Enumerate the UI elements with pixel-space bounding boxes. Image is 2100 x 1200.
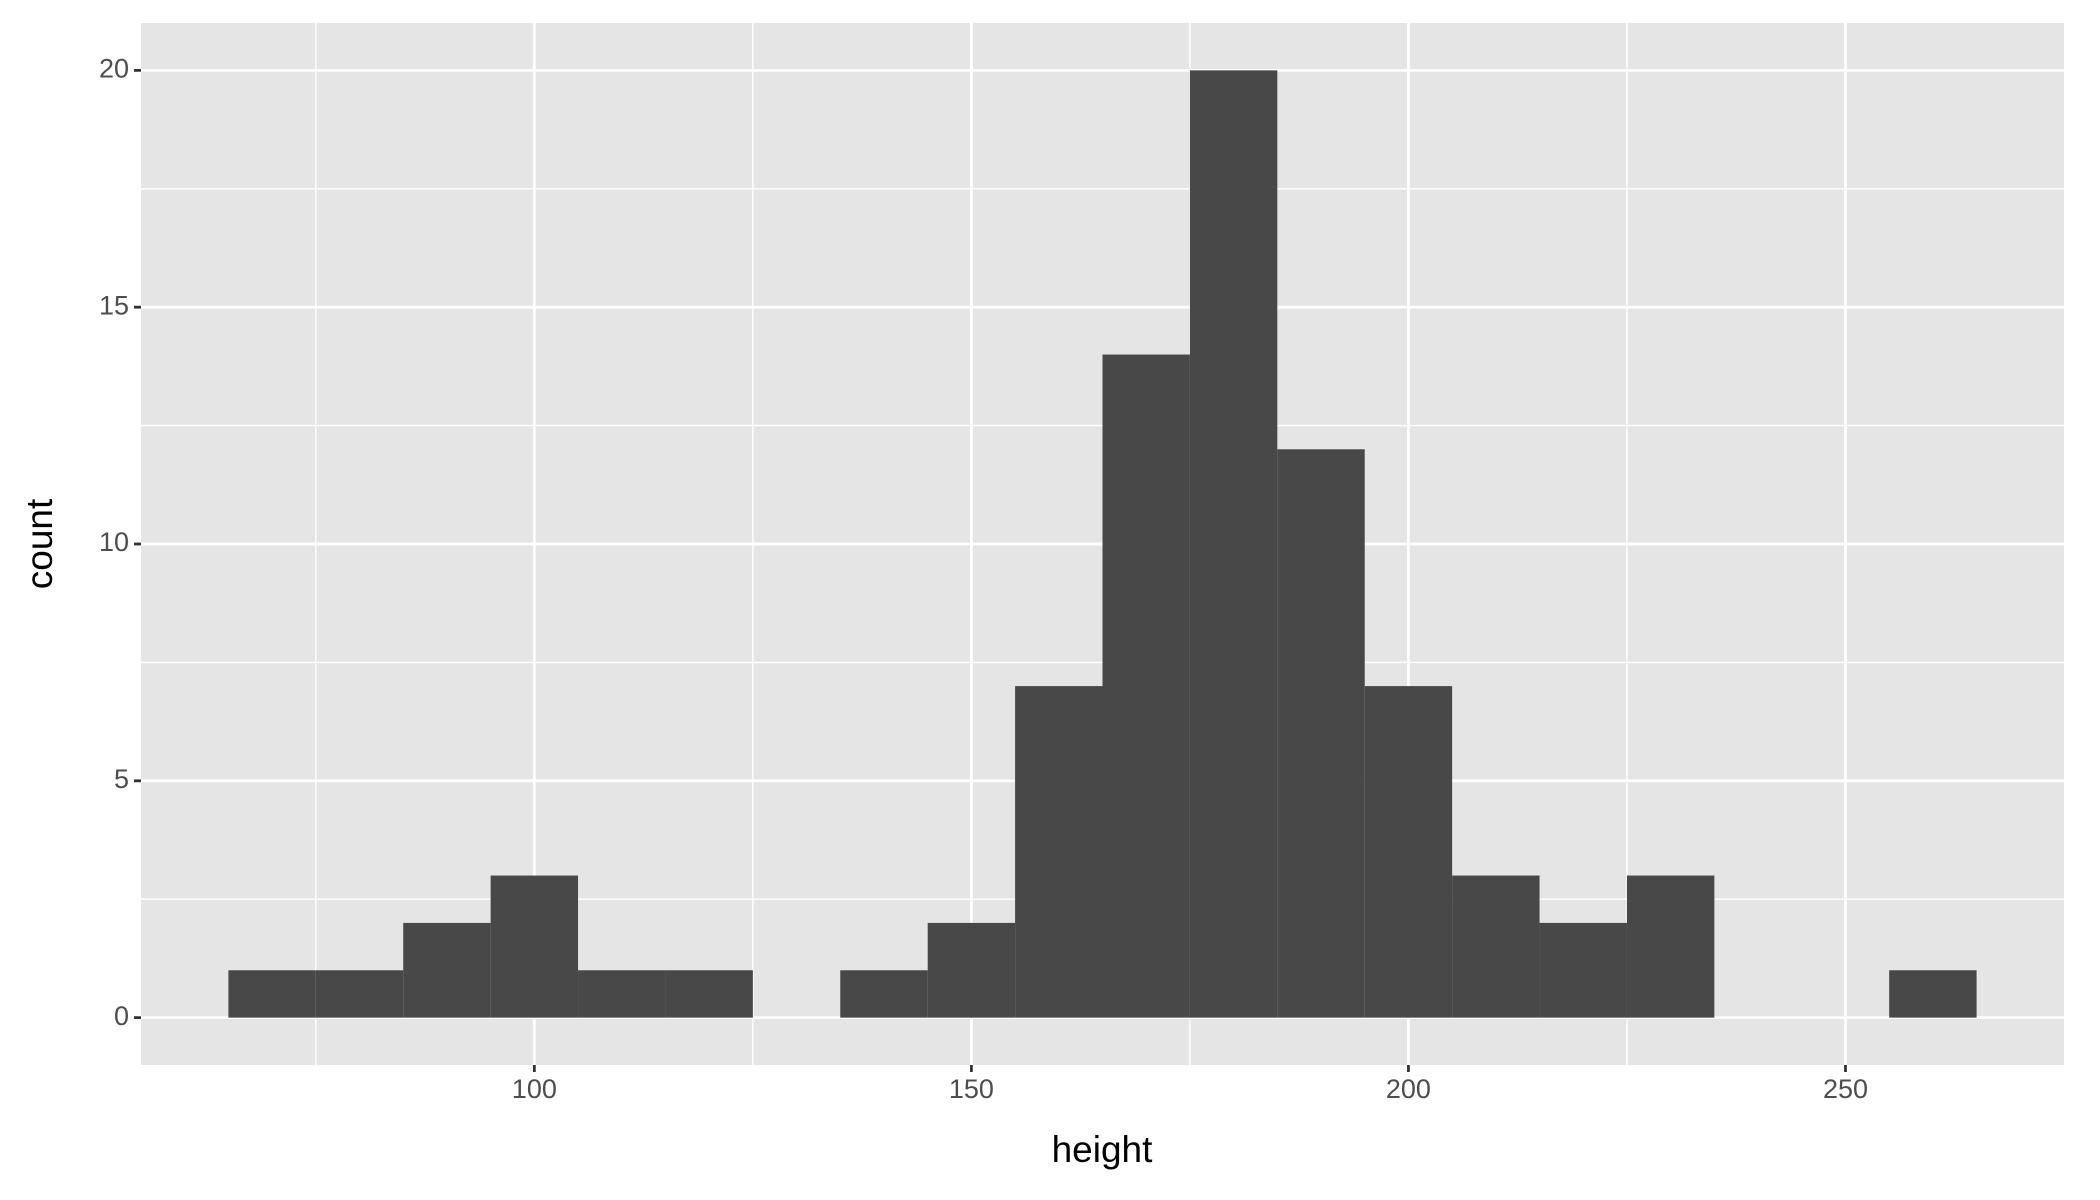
bar [1102, 354, 1190, 1018]
bar [927, 922, 1016, 1018]
bar [1889, 970, 1977, 1018]
bar [1539, 922, 1627, 1018]
bar [1189, 70, 1278, 1018]
x-tick-label: 250 [1823, 1074, 1868, 1104]
y-tick-label: 10 [99, 527, 129, 557]
y-axis-title: count [19, 498, 60, 589]
bar [315, 970, 404, 1018]
y-tick-label: 5 [114, 764, 129, 794]
bar [403, 922, 491, 1018]
bar [228, 970, 316, 1018]
x-tick-label: 150 [949, 1074, 994, 1104]
bar [840, 970, 928, 1018]
x-tick-label: 200 [1386, 1074, 1431, 1104]
bar [1015, 686, 1103, 1018]
y-tick-label: 15 [99, 290, 129, 320]
bar [665, 970, 753, 1018]
x-axis-title: height [1052, 1129, 1154, 1170]
bar [578, 970, 666, 1018]
bar [1277, 449, 1365, 1018]
y-tick-label: 20 [99, 53, 129, 83]
bar [1452, 875, 1540, 1018]
bar [1626, 875, 1715, 1018]
bar [490, 875, 579, 1018]
y-tick-label: 0 [114, 1001, 129, 1031]
bar [1364, 686, 1453, 1018]
x-tick-label: 100 [512, 1074, 557, 1104]
